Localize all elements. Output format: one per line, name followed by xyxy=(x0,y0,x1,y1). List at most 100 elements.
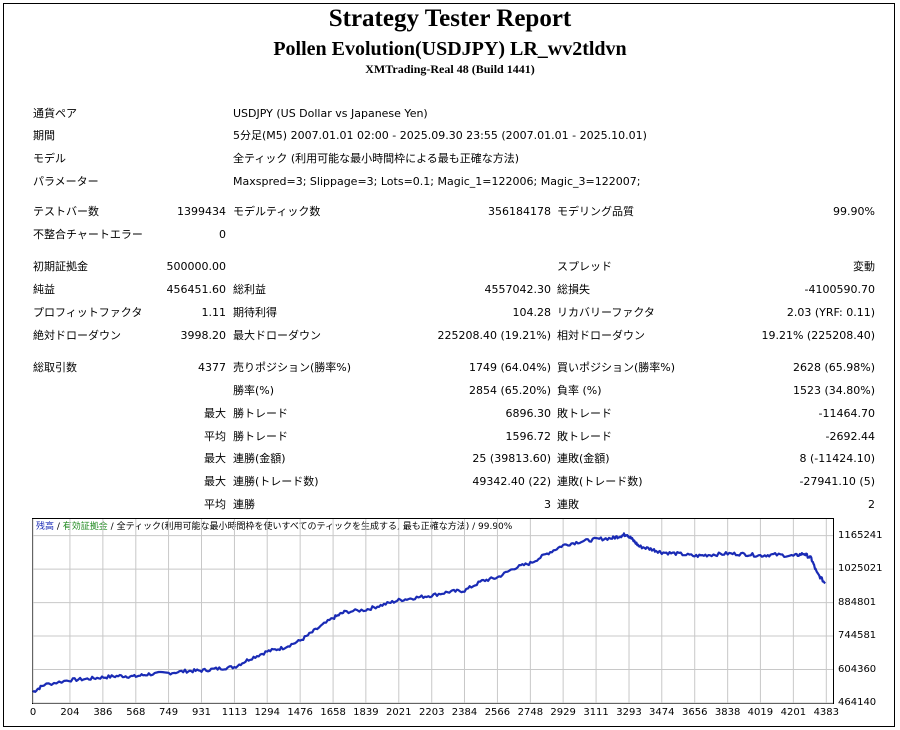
gross-loss-label: 総損失 xyxy=(557,283,590,296)
largest-loss-label: 敗トレード xyxy=(557,407,612,420)
chart-legend: 残高 / 有効証拠金 / 全ティック(利用可能な最小時間枠を使いすべてのティック… xyxy=(36,521,512,533)
avg-loss-value: -2692.44 xyxy=(825,430,875,443)
setting-value-model: 全ティック (利用可能な最小時間枠による最も正確な方法) xyxy=(233,152,520,165)
x-tick-label: 4201 xyxy=(780,707,807,718)
max-consec-profit-label: 連勝(トレード数) xyxy=(233,475,319,488)
report-title: Strategy Tester Report xyxy=(328,5,572,32)
setting-label-period: 期間 xyxy=(33,129,55,142)
total-trades-label: 総取引数 xyxy=(33,361,77,374)
setting-value-parameters: Maxspred=3; Slippage=3; Lots=0.1; Magic_… xyxy=(233,175,641,188)
x-tick-label: 931 xyxy=(191,707,212,718)
x-tick-label: 568 xyxy=(126,707,146,718)
expected-payoff-value: 104.28 xyxy=(512,306,552,319)
x-tick-label: 2566 xyxy=(484,707,511,718)
x-tick-label: 3111 xyxy=(583,707,609,718)
max-consec-losses-label: 連敗(金額) xyxy=(557,452,610,465)
legend-sep: / xyxy=(469,522,479,532)
profit-factor-label: プロフィットファクタ xyxy=(33,306,143,319)
expert-name: Pollen Evolution(USDJPY) LR_wv2tldvn xyxy=(273,38,627,60)
abs-drawdown-label: 絶対ドローダウン xyxy=(33,329,121,342)
expected-payoff-label: 期待利得 xyxy=(233,306,277,319)
long-positions-label: 買いポジション(勝率%) xyxy=(557,361,676,374)
loss-rate-label: 負率 (%) xyxy=(557,384,602,397)
quality-value: 99.90% xyxy=(833,205,875,218)
rel-drawdown-value: 19.21% (225208.40) xyxy=(761,329,875,342)
short-positions-label: 売りポジション(勝率%) xyxy=(233,361,352,374)
setting-label-parameters: パラメーター xyxy=(33,175,99,188)
ticks-value: 356184178 xyxy=(488,205,551,218)
x-tick-label: 2384 xyxy=(451,707,478,718)
setting-value-symbol: USDJPY (US Dollar vs Japanese Yen) xyxy=(233,107,428,120)
max-consec-wins-label: 連勝(金額) xyxy=(233,452,286,465)
loss-rate-value: 1523 (34.80%) xyxy=(792,384,875,397)
avg-win-value: 1596.72 xyxy=(505,430,552,443)
x-tick-label: 1294 xyxy=(254,707,280,718)
avg-consec-wins-value: 3 xyxy=(544,498,551,511)
x-tick-label: 0 xyxy=(29,707,37,718)
short-positions-value: 1749 (64.04%) xyxy=(468,361,551,374)
avg-win-label: 勝トレード xyxy=(233,430,288,443)
avg-loss-label: 敗トレード xyxy=(557,430,612,443)
x-tick-label: 1658 xyxy=(320,707,346,718)
y-tick-label: 744581 xyxy=(838,630,877,642)
x-tick-label: 386 xyxy=(93,707,113,718)
x-tick-label: 4383 xyxy=(813,707,840,718)
bars-label: テストバー数 xyxy=(33,205,99,218)
largest-prefix: 最大 xyxy=(204,407,226,420)
recovery-factor-label: リカバリーファクタ xyxy=(557,306,655,319)
x-tick-label: 749 xyxy=(159,707,179,718)
gross-profit-label: 総利益 xyxy=(233,283,266,296)
x-tick-label: 2748 xyxy=(517,707,544,718)
y-tick-label: 1165241 xyxy=(838,529,883,541)
legend-sep: / xyxy=(107,522,117,532)
bars-value: 1399434 xyxy=(177,205,226,218)
max-drawdown-label: 最大ドローダウン xyxy=(233,329,321,342)
avg-consec-prefix: 平均 xyxy=(204,498,226,511)
setting-value-period: 5分足(M5) 2007.01.01 02:00 - 2025.09.30 23… xyxy=(233,129,647,142)
ticks-label: モデルティック数 xyxy=(233,205,321,218)
net-profit-label: 純益 xyxy=(33,283,55,296)
y-tick-label: 1025021 xyxy=(838,563,883,575)
setting-label-symbol: 通貨ペア xyxy=(33,107,77,120)
win-rate-value: 2854 (65.20%) xyxy=(468,384,551,397)
deposit-value: 500000.00 xyxy=(166,260,227,273)
y-tick-label: 464140 xyxy=(838,697,877,708)
x-tick-label: 1476 xyxy=(287,707,313,718)
max-consec-wins-value: 25 (39813.60) xyxy=(472,452,551,465)
max-consec-prefix: 最大 xyxy=(204,452,226,465)
mismatch-label: 不整合チャートエラー xyxy=(33,228,143,241)
largest-win-label: 勝トレード xyxy=(233,407,288,420)
deposit-label: 初期証拠金 xyxy=(33,260,88,273)
max-consec-losses-value: 8 (-11424.10) xyxy=(799,452,875,465)
largest-win-value: 6896.30 xyxy=(505,407,552,420)
legend-balance: 残高 xyxy=(36,522,55,532)
x-tick-label: 1113 xyxy=(221,707,248,718)
net-profit-value: 456451.60 xyxy=(166,283,227,296)
long-positions-value: 2628 (65.98%) xyxy=(792,361,875,374)
x-tick-label: 1839 xyxy=(353,707,379,718)
y-tick-label: 604360 xyxy=(838,663,877,675)
legend-sep: / xyxy=(54,522,63,532)
average-prefix: 平均 xyxy=(204,430,226,443)
avg-consec-losses-value: 2 xyxy=(868,498,875,511)
total-trades-value: 4377 xyxy=(198,361,226,374)
win-rate-label: 勝率(%) xyxy=(233,384,275,397)
x-tick-label: 4019 xyxy=(747,707,774,718)
x-tick-label: 3293 xyxy=(616,707,642,718)
max-consec-profit-prefix: 最大 xyxy=(204,475,226,488)
balance-line xyxy=(32,532,826,694)
x-tick-label: 3838 xyxy=(714,707,741,718)
x-tick-label: 2929 xyxy=(550,707,576,718)
avg-consec-losses-label: 連敗 xyxy=(557,498,579,511)
max-consec-loss-value: -27941.10 (5) xyxy=(799,475,875,488)
legend-equity: 有効証拠金 xyxy=(62,522,108,532)
x-tick-label: 3474 xyxy=(649,707,675,718)
x-tick-label: 2203 xyxy=(418,707,445,718)
gross-loss-value: -4100590.70 xyxy=(804,283,875,296)
x-tick-label: 2021 xyxy=(386,707,412,718)
avg-consec-wins-label: 連勝 xyxy=(233,498,255,511)
server-build: XMTrading-Real 48 (Build 1441) xyxy=(365,62,535,76)
largest-loss-value: -11464.70 xyxy=(818,407,875,420)
spread-value: 変動 xyxy=(853,260,875,273)
